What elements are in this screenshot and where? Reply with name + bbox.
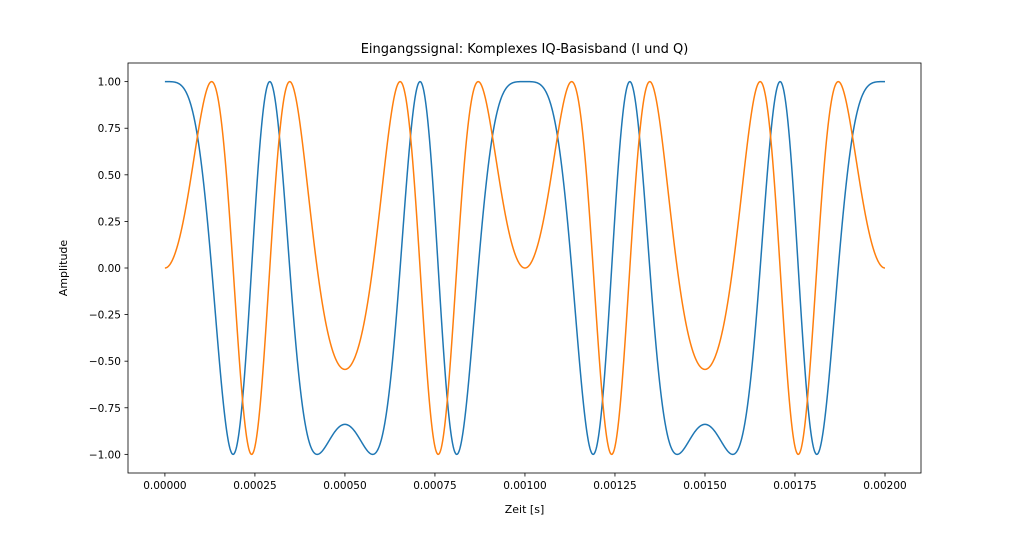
y-tick-label: −1.00	[89, 449, 121, 461]
x-tick-label: 0.00000	[143, 480, 186, 492]
y-tick-label: −0.50	[89, 356, 121, 368]
y-tick-label: 0.75	[98, 123, 121, 135]
x-tick-label: 0.00125	[593, 480, 636, 492]
x-tick-label: 0.00200	[863, 480, 906, 492]
x-tick-label: 0.00175	[773, 480, 816, 492]
series-line-i	[164, 80, 886, 456]
series-line-q	[164, 80, 886, 456]
chart-title: Eingangssignal: Komplexes IQ-Basisband (…	[361, 42, 689, 57]
y-axis-label: Amplitude	[57, 240, 70, 297]
x-tick-label: 0.00150	[683, 480, 726, 492]
y-tick-label: −0.75	[89, 403, 121, 415]
x-tick-label: 0.00050	[323, 480, 366, 492]
y-tick-label: 0.50	[98, 170, 121, 182]
plot-area: 0.00000 0.00025 0.00050 0.00075 0.00100 0.001…	[89, 62, 922, 492]
x-tick-label: 0.00075	[413, 480, 456, 492]
y-tick-label: 0.25	[98, 216, 121, 228]
y-tick-label: 0.00	[98, 263, 121, 275]
x-tick-label: 0.00100	[503, 480, 546, 492]
x-axis-label: Zeit [s]	[505, 503, 544, 516]
y-tick-label: 1.00	[98, 77, 121, 89]
x-tick-label: 0.00025	[233, 480, 276, 492]
y-tick-label: −0.25	[89, 310, 121, 322]
